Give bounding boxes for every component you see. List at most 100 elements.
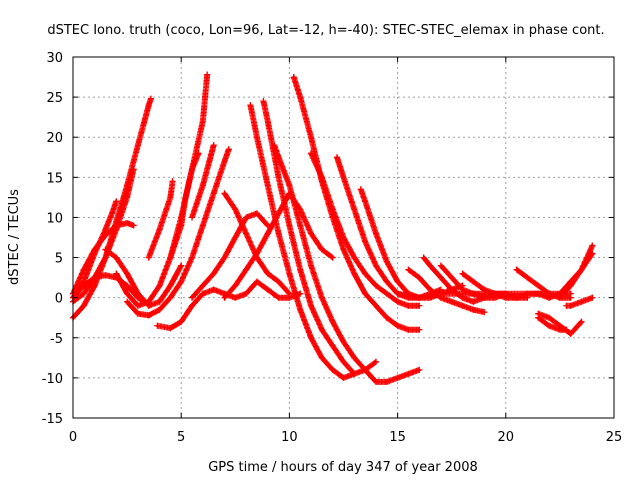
axis-ticks: 0 5 10 15 20 25 -15 -10 -5 0 5 10 15 20 25 30 [42,51,623,445]
data-point [286,222,293,229]
data-point [264,270,271,277]
data-point [351,354,358,361]
data-point [394,278,401,285]
data-point [210,270,217,277]
series-27 [394,290,574,301]
data-point [297,266,304,273]
data-point [147,95,154,102]
data-point [318,294,325,301]
data-point [578,298,585,305]
y-tick-label: 5 [55,252,63,267]
data-point [362,366,369,373]
series-3 [70,220,137,297]
data-point [308,150,315,157]
data-point [271,142,278,149]
series-1 [70,166,137,305]
series-markers [334,154,444,301]
y-tick-label: 10 [46,211,63,226]
data-point [178,222,185,229]
data-point [243,266,250,273]
data-point [264,286,271,293]
data-point [427,286,434,293]
data-point [416,274,423,281]
data-point [340,246,347,253]
x-tick-label: 15 [389,430,406,445]
data-point [470,278,477,285]
series-10 [189,142,217,221]
data-point [513,294,520,301]
data-point [362,198,369,205]
data-point [470,306,477,313]
data-point [275,278,282,285]
data-point [232,294,239,301]
data-point [481,290,488,297]
data-point [535,310,542,317]
data-point [206,158,213,165]
data-point [546,314,553,321]
data-point [524,274,531,281]
data-point [351,270,358,277]
data-point [182,194,189,201]
data-point [80,266,87,273]
data-point [351,254,358,261]
data-point [567,290,574,297]
x-tick-label: 0 [69,430,77,445]
data-point [275,230,282,237]
data-point [340,234,347,241]
data-point [362,290,369,297]
data-point [130,166,137,173]
data-point [189,254,196,261]
data-point [437,290,444,297]
data-point [130,222,137,229]
y-tick-label: 30 [46,51,63,66]
data-point [318,174,325,181]
data-point [275,294,282,301]
series-7 [124,146,232,319]
data-point [383,290,390,297]
data-point [297,94,304,101]
data-point [351,206,358,213]
data-point [372,230,379,237]
data-point [145,102,152,109]
data-point [308,334,315,341]
series-11 [154,278,304,332]
data-point [308,134,315,141]
data-point [308,302,315,309]
data-point [470,298,477,305]
data-point [210,190,217,197]
data-point [437,274,444,281]
data-point [253,134,260,141]
data-point [372,302,379,309]
data-point [481,309,488,316]
series-markers [308,150,423,309]
data-point [253,250,260,257]
series-16 [260,98,358,377]
data-point [459,270,466,277]
data-point [329,366,336,373]
data-point [318,246,325,253]
y-tick-label: -10 [42,372,63,387]
data-point [199,222,206,229]
plot-frame [72,56,615,419]
data-point [264,182,271,189]
data-point [556,322,563,329]
data-point [156,282,163,289]
data-point [145,254,152,261]
data-point [264,230,271,237]
data-point [199,290,206,297]
data-point [372,282,379,289]
data-point [589,250,596,257]
data-point [102,272,109,279]
data-point [546,322,553,329]
chart-title: dSTEC Iono. truth (coco, Lon=96, Lat=-12… [47,23,604,38]
data-point [134,310,141,317]
series-17 [271,142,423,385]
data-point [567,330,574,337]
data-point [567,302,574,309]
data-point [80,302,87,309]
data-point [448,286,455,293]
data-point [297,306,304,313]
data-point [199,182,206,189]
data-point [297,222,304,229]
